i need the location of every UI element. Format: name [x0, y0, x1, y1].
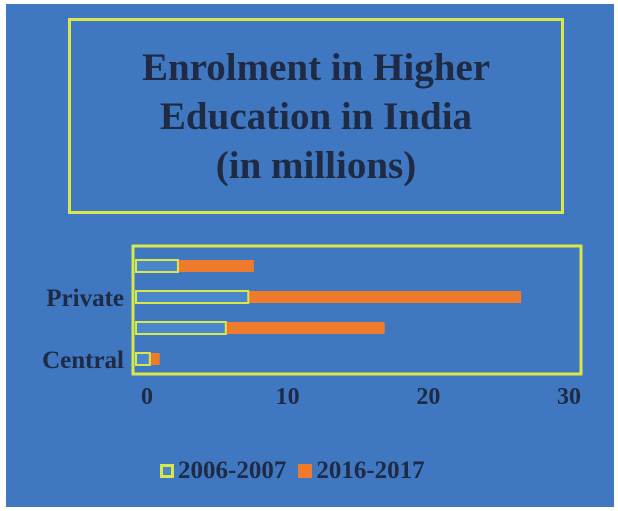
legend-swatch-series-1 — [160, 464, 174, 478]
x-tick-labels: 0 10 20 30 — [141, 384, 581, 410]
chart-panel: Enrolment in Higher Education in India (… — [6, 4, 614, 507]
category-labels: Private Central — [42, 285, 124, 374]
x-tick-label-30: 30 — [557, 384, 581, 410]
x-tick-label-0: 0 — [141, 384, 153, 410]
category-label-private: Private — [46, 285, 124, 312]
x-tick-label-10: 10 — [276, 384, 300, 410]
bars-group — [135, 259, 522, 366]
legend-item-series-1: 2006-2007 — [160, 457, 286, 485]
legend: 2006-2007 2016-2017 — [160, 455, 425, 487]
bar-series-1-1 — [135, 290, 250, 304]
plot-frame — [131, 244, 583, 376]
category-label-central: Central — [42, 347, 124, 374]
legend-label-series-1: 2006-2007 — [178, 457, 287, 484]
bar-series-1-0 — [135, 259, 179, 273]
legend-label-series-2: 2016-2017 — [316, 457, 425, 484]
bar-series-1-2 — [135, 321, 227, 335]
bar-series-1-3 — [135, 352, 151, 366]
title-box: Enrolment in Higher Education in India (… — [68, 18, 564, 214]
x-tick-label-20: 20 — [416, 384, 440, 410]
chart-title: Enrolment in Higher Education in India (… — [141, 45, 491, 187]
legend-swatch-series-2 — [298, 464, 313, 478]
legend-item-series-2: 2016-2017 — [298, 457, 425, 485]
